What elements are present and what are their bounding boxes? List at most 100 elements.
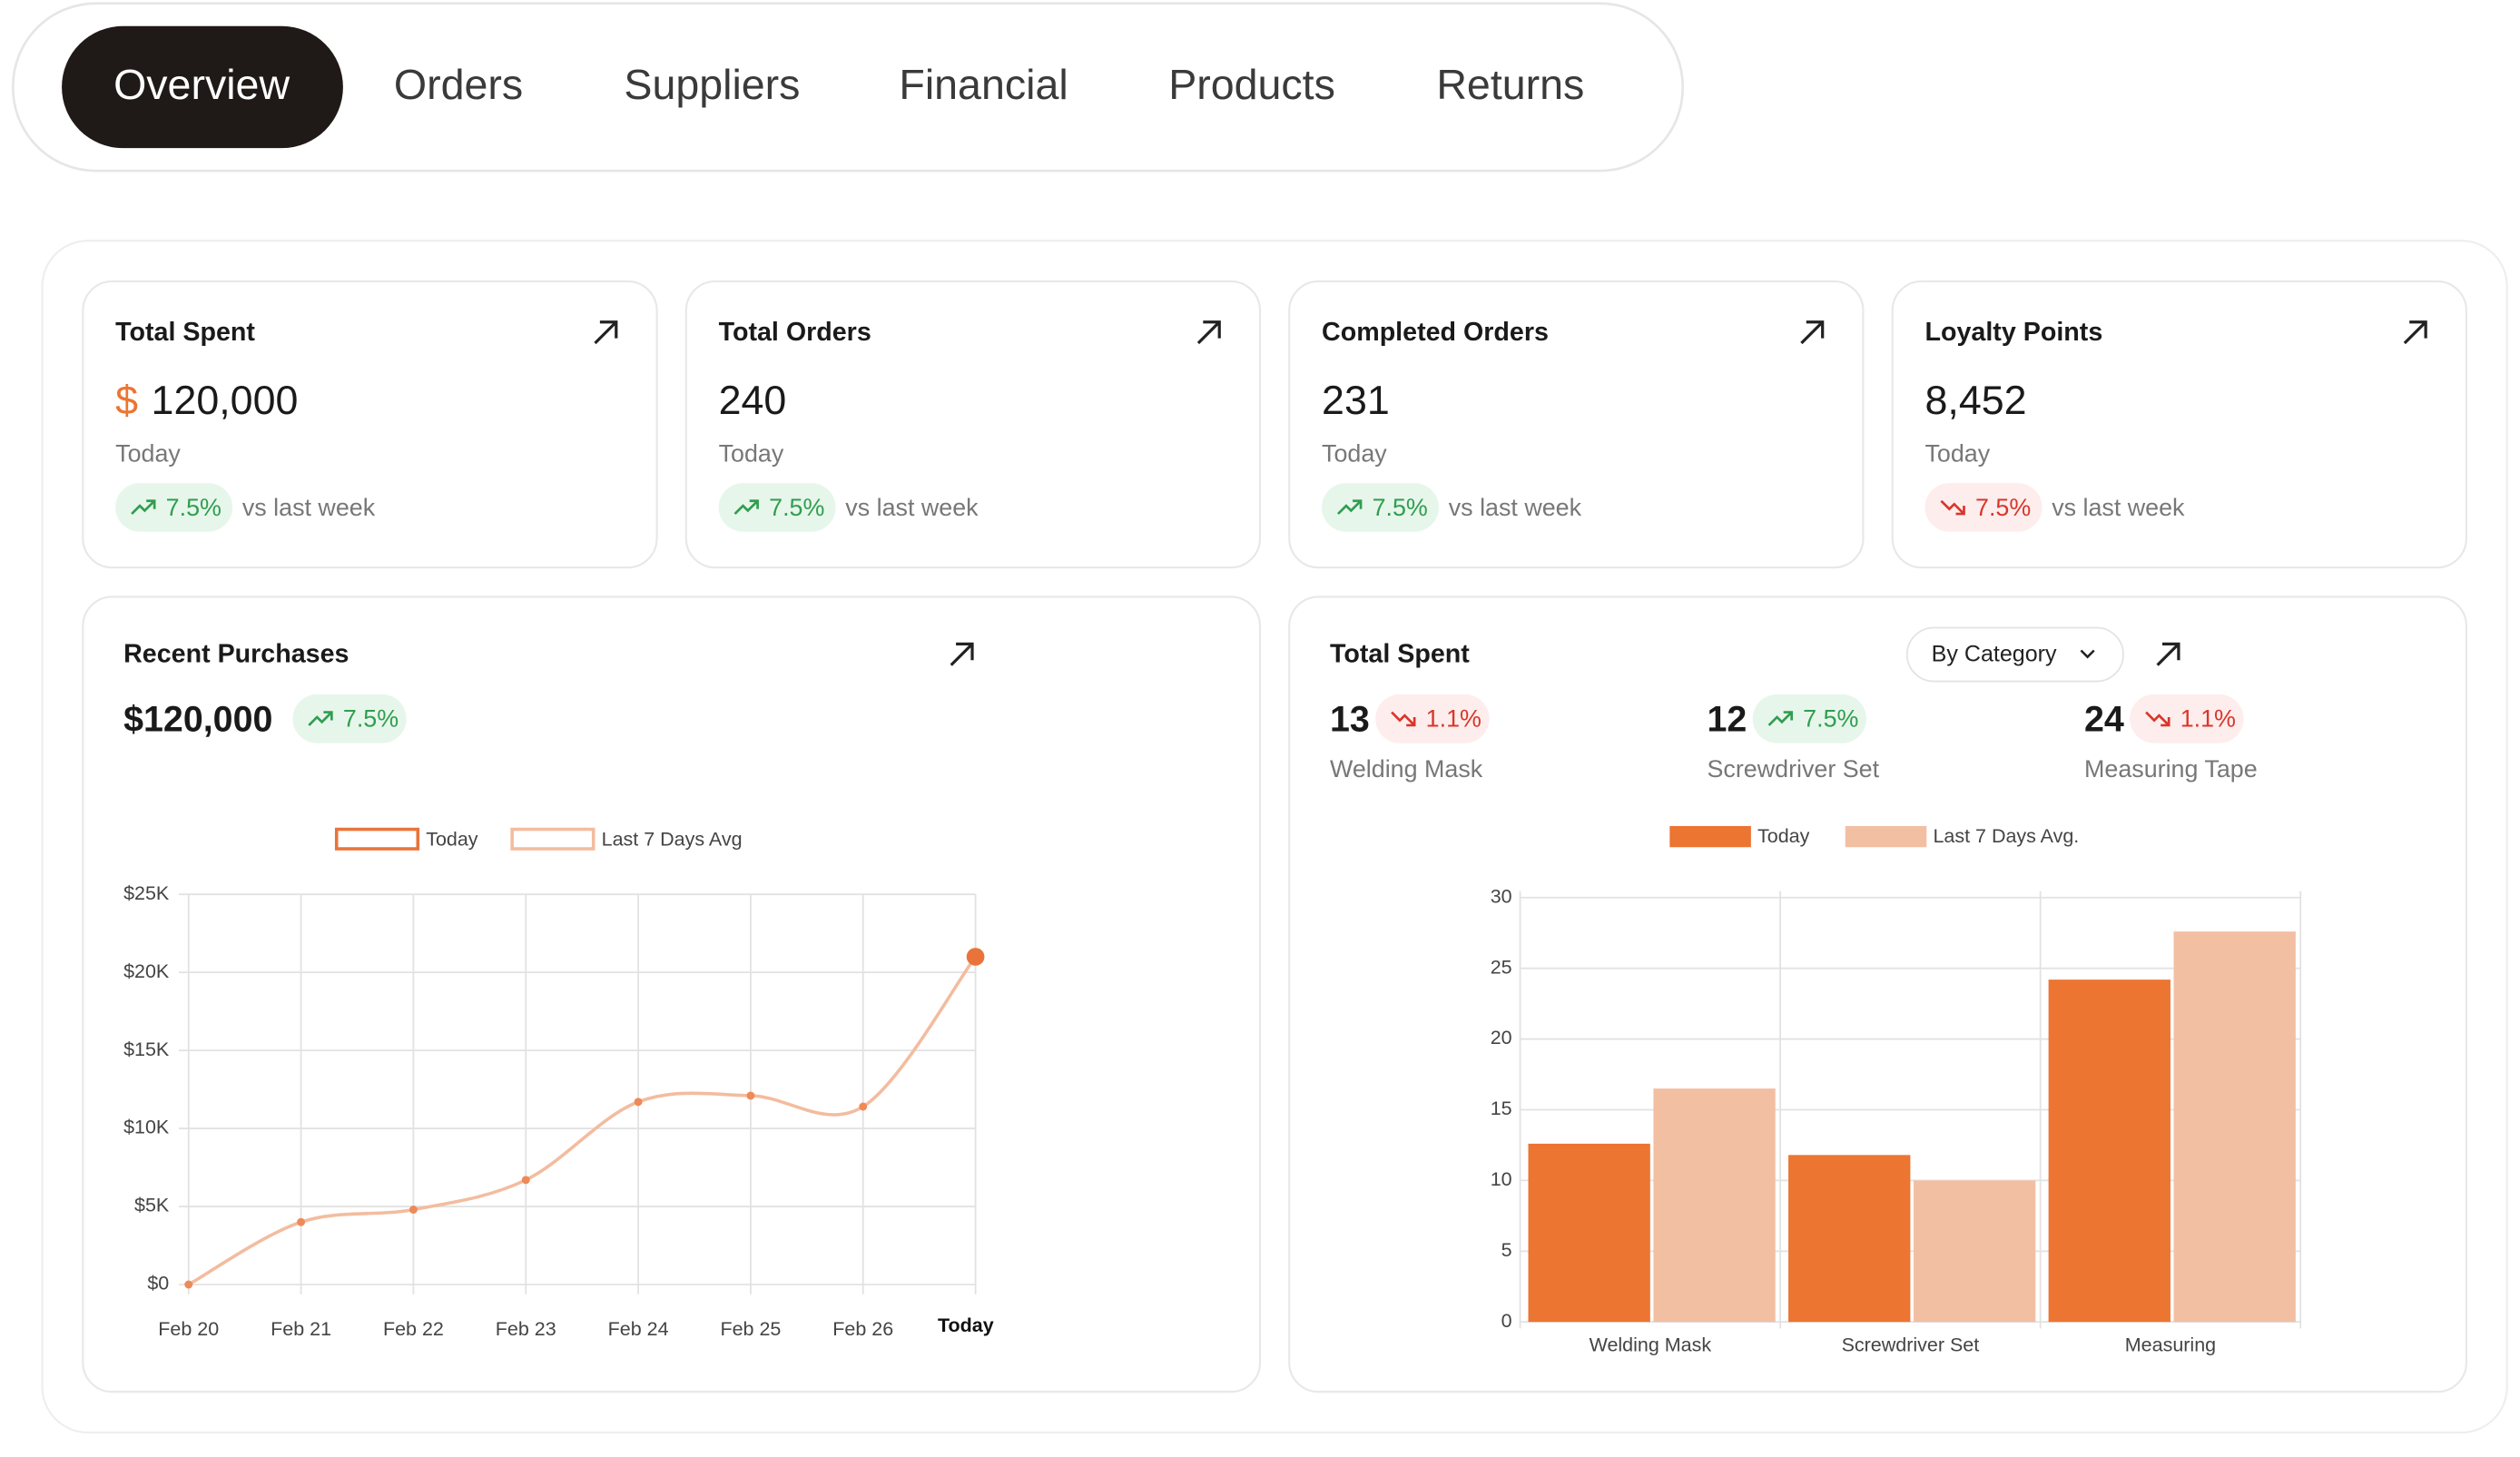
bar [1653,1088,1776,1323]
card-title: Recent Purchases [123,639,349,668]
trend-icon [131,499,156,516]
change-text: 7.5% [1373,494,1428,521]
open-icon[interactable] [594,320,618,345]
bar [1788,1155,1911,1323]
point [184,1280,193,1289]
point [859,1102,868,1111]
y-tick-label: 5 [1501,1239,1512,1261]
legend-swatch [1845,825,1927,848]
stat-value: 120,000 [152,378,299,423]
item-label: Welding Mask [1330,755,1483,783]
x-tick-label: Feb 20 [158,1318,219,1340]
item-count: 13 [1330,700,1370,740]
bar [2048,980,2171,1323]
legend-swatch [1669,825,1751,848]
change-badge [1752,694,1867,743]
trend-icon [1391,711,1416,727]
y-tick-label: 10 [1491,1168,1512,1190]
stat-title: Completed Orders [1322,318,1549,347]
tab[interactable]: Suppliers [624,61,800,108]
change-badge [115,483,233,532]
x-tick-label: Measuring [2125,1334,2216,1356]
y-tick-label: 0 [1501,1310,1512,1332]
tab-bar [11,2,1684,172]
chevron [2080,649,2095,659]
y-tick-label: 25 [1491,956,1512,978]
change-text: 7.5% [769,494,824,521]
legend-swatch [334,827,420,851]
filter-dropdown[interactable] [1905,626,2124,683]
filter-label[interactable]: By Category [1932,642,2057,667]
y-tick-label: 30 [1491,885,1512,907]
trend-icon [308,711,333,726]
y-tick-label: $20K [123,960,170,982]
comparison: vs last week [2052,494,2185,521]
item-label: Measuring Tape [2084,755,2258,783]
point [297,1217,306,1226]
tab[interactable]: Orders [394,61,523,108]
x-tick-label: Feb 23 [496,1318,556,1340]
stat-period: Today [1322,440,1387,468]
trend-icon [1940,499,1965,516]
legend-label: Last 7 Days Avg. [1933,825,2079,847]
legend-swatch [510,827,596,851]
point [966,948,985,966]
open-icon[interactable] [950,642,974,666]
card [82,596,1262,1393]
x-tick-label: Feb 25 [720,1318,781,1340]
change-badge [1322,483,1440,532]
change-badge [292,694,407,743]
x-tick-label: Welding Mask [1590,1334,1712,1356]
open-icon[interactable] [1800,320,1825,345]
bar [2173,931,2296,1323]
stat-title: Total Spent [115,318,255,347]
x-tick-label: Feb 24 [608,1318,669,1340]
point [746,1091,755,1100]
bar [1528,1143,1650,1323]
change-badge [1375,694,1490,743]
x-tick-label: Feb 22 [383,1318,444,1340]
x-tick-label: Today [938,1314,994,1336]
y-tick-label: 20 [1491,1027,1512,1048]
x-tick-label: Feb 26 [832,1318,893,1340]
y-tick-label: 15 [1491,1098,1512,1119]
change-badge [1924,483,2043,532]
stat-period: Today [115,440,181,468]
comparison: vs last week [845,494,979,521]
tab[interactable]: Returns [1436,61,1584,108]
legend-label: Today [1757,825,1810,847]
legend-label: Last 7 Days Avg [602,829,743,851]
comparison: vs last week [242,494,376,521]
active-tab-pill[interactable] [62,25,343,149]
stat-value: 240 [719,378,787,423]
y-tick-label: $25K [123,882,170,904]
currency: $ [115,378,138,423]
y-tick-label: $10K [123,1117,170,1138]
open-icon[interactable] [2156,642,2180,666]
tab[interactable]: Financial [899,61,1068,108]
trend-icon [1767,711,1793,726]
change-text: 7.5% [166,494,221,521]
change-text: 7.5% [343,705,399,733]
stat-period: Today [719,440,784,468]
change-text: 1.1% [1426,705,1481,733]
stat-value: 8,452 [1925,378,2027,423]
open-icon[interactable] [2403,320,2427,345]
trend-icon [2145,711,2171,727]
card-value: $120,000 [123,700,272,740]
bar [1913,1180,2036,1323]
stat-title: Total Orders [719,318,871,347]
tab[interactable]: Products [1168,61,1335,108]
change-text: 1.1% [2180,705,2236,733]
stat-title: Loyalty Points [1925,318,2103,347]
item-label: Screwdriver Set [1708,755,1880,783]
tab[interactable]: Overview [113,61,290,108]
change-text: 7.5% [1803,705,1858,733]
x-tick-label: Feb 21 [271,1318,331,1340]
trend-icon [733,499,759,516]
open-icon[interactable] [1196,320,1221,345]
trend-icon [1337,499,1363,516]
stat-value: 231 [1322,378,1390,423]
change-text: 7.5% [1975,494,2031,521]
